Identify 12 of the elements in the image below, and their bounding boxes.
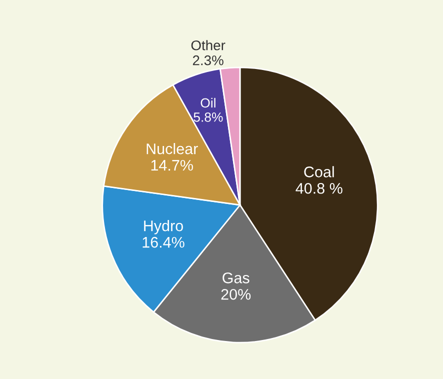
data-label: 14.7% (151, 160, 193, 171)
slice-label: Nuclear (146, 143, 198, 154)
slice-label: Oil (200, 98, 216, 108)
slice-label: Other (191, 40, 226, 50)
data-label: 2.3% (192, 55, 224, 66)
data-label: 5.8% (194, 112, 223, 122)
data-label: 20% (221, 288, 251, 300)
data-label: 40.8 % (296, 182, 342, 194)
data-label: 16.4% (142, 236, 184, 248)
slice-label: Gas (222, 272, 250, 284)
slice-label: Coal (304, 166, 334, 178)
slice-label: Hydro (144, 220, 183, 234)
